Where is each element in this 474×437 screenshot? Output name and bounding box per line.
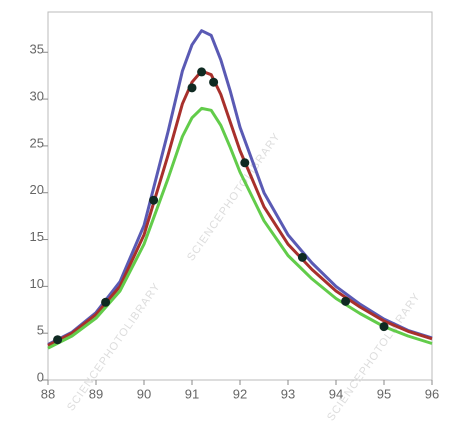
watermark: SCIENCEPHOTOLIBRARY [185,131,283,264]
x-tick-label: 91 [185,386,199,401]
data-point [149,195,159,205]
y-tick-label: 20 [30,182,44,197]
x-tick-label: 89 [89,386,103,401]
data-point [101,297,111,307]
data-point [341,296,351,306]
x-tick-label: 93 [281,386,295,401]
y-tick-label: 25 [30,135,44,150]
x-tick-label: 96 [425,386,439,401]
series-line [47,106,433,350]
x-tick-label: 95 [377,386,391,401]
series-line [47,29,433,346]
data-point [240,158,250,168]
y-tick-label: 0 [37,369,44,384]
x-tick-label: 90 [137,386,151,401]
data-point [379,322,389,332]
y-tick-label: 5 [37,323,44,338]
x-tick-label: 94 [329,386,343,401]
y-tick-label: 35 [30,42,44,57]
x-tick-label: 88 [41,386,55,401]
data-point [297,252,307,262]
watermark: SCIENCEPHOTOLIBRARY [325,291,423,424]
y-tick-label: 30 [30,89,44,104]
data-point [187,83,197,93]
y-tick-label: 15 [30,229,44,244]
data-point [53,335,63,345]
x-tick-label: 92 [233,386,247,401]
data-point [209,77,219,87]
y-tick-label: 10 [30,276,44,291]
series-line [47,69,433,347]
data-point [197,67,207,77]
